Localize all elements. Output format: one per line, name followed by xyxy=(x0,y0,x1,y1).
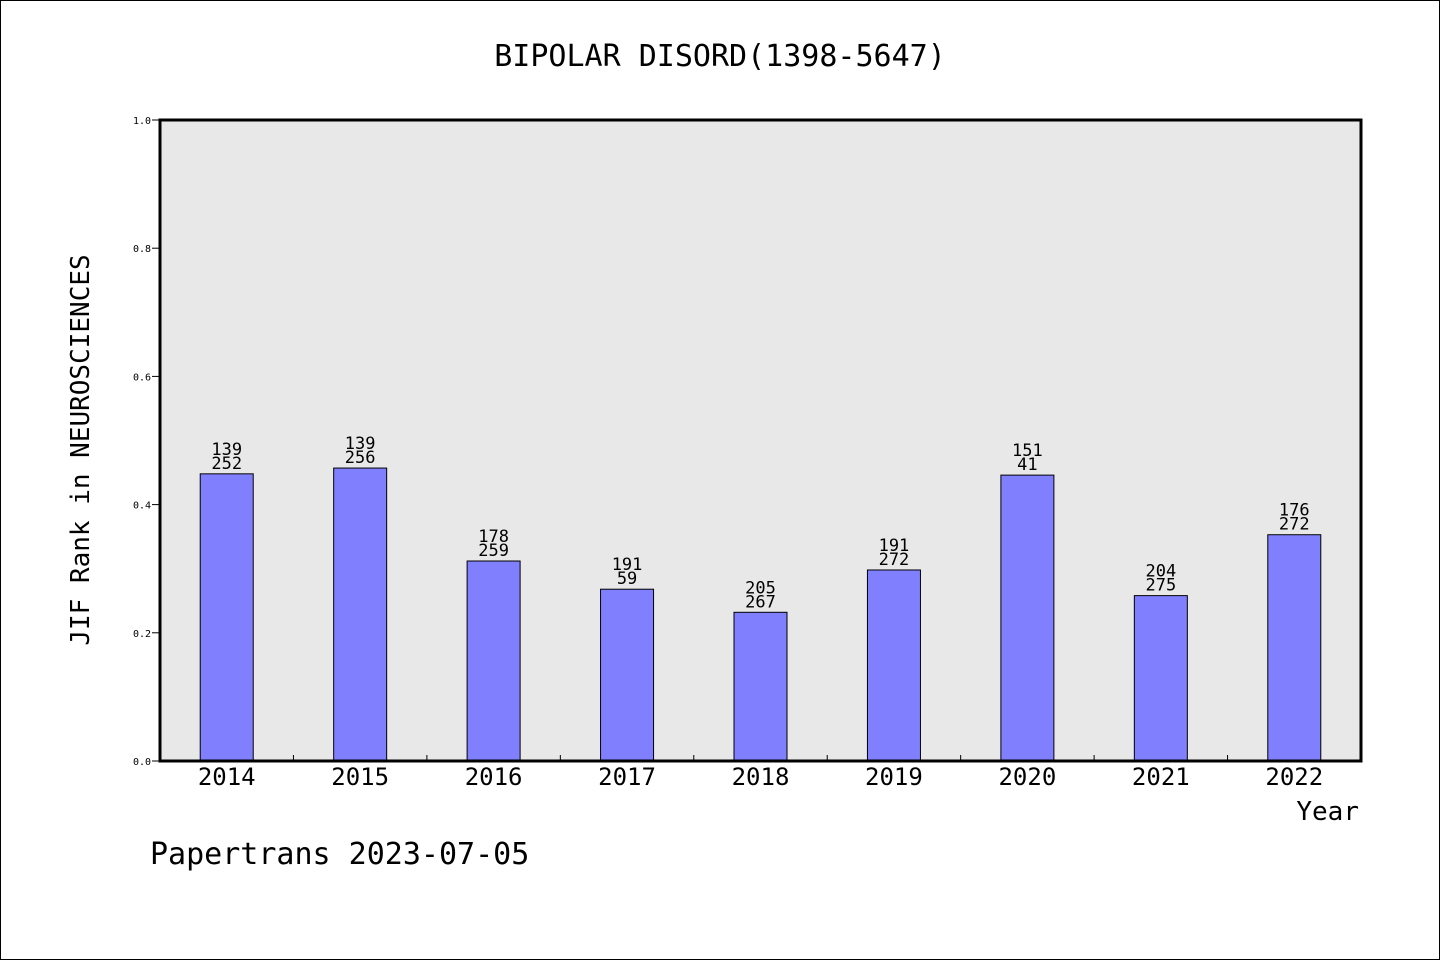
x-tick-label-2021: 2021 xyxy=(1132,763,1190,791)
bar-2015 xyxy=(333,467,388,762)
y-axis: 0.0 0.2 0.4 0.6 0.8 1.0 xyxy=(133,116,160,768)
x-axis-title: Year xyxy=(1296,797,1359,827)
total-label-2017: 59 xyxy=(617,569,637,589)
y-tick-label: 0.8 xyxy=(133,244,151,255)
bar-2020 xyxy=(1000,474,1055,762)
y-tick-label: 1.0 xyxy=(133,116,151,127)
total-label-2020: 41 xyxy=(1017,455,1037,475)
bar-2018 xyxy=(733,611,788,762)
rank-label-2014: 139 xyxy=(211,440,242,460)
y-tick-label: 0.6 xyxy=(133,372,151,383)
x-tick-label-2015: 2015 xyxy=(331,763,389,791)
y-tick-label: 0.2 xyxy=(133,629,151,640)
x-tick-label-2019: 2019 xyxy=(865,763,923,791)
bar-2021 xyxy=(1133,595,1188,762)
rank-label-2017: 191 xyxy=(612,555,643,575)
bar-2014 xyxy=(199,473,254,762)
rank-label-2020: 151 xyxy=(1012,441,1043,461)
total-label-2014: 252 xyxy=(211,454,242,474)
x-tick-label-2020: 2020 xyxy=(998,763,1056,791)
total-label-2022: 272 xyxy=(1279,515,1310,535)
rank-label-2016: 178 xyxy=(478,527,509,547)
plot-border xyxy=(158,118,1363,763)
x-tick-label-2016: 2016 xyxy=(465,763,523,791)
total-label-2015: 256 xyxy=(345,448,376,468)
rank-label-2019: 191 xyxy=(879,536,910,556)
bars-layer xyxy=(199,467,1322,762)
bar-2019 xyxy=(866,569,921,762)
x-tick-label-2014: 2014 xyxy=(198,763,256,791)
x-tick-label-2022: 2022 xyxy=(1265,763,1323,791)
chart-title: BIPOLAR DISORD(1398-5647) xyxy=(494,39,946,74)
total-label-2019: 272 xyxy=(879,550,910,570)
x-axis: 2014 2015 2016 2017 2018 2019 2020 2021 2022 xyxy=(198,755,1323,791)
rank-label-2015: 139 xyxy=(345,434,376,454)
bar-2016 xyxy=(466,560,521,762)
total-label-2021: 275 xyxy=(1145,576,1176,596)
total-label-2016: 259 xyxy=(478,541,509,561)
rank-label-2021: 204 xyxy=(1145,562,1176,582)
y-tick-label: 0.4 xyxy=(133,501,151,512)
rank-label-2018: 205 xyxy=(745,578,776,598)
x-tick-label-2018: 2018 xyxy=(732,763,790,791)
bar-2017 xyxy=(600,588,655,762)
total-label-2018: 267 xyxy=(745,592,776,612)
rank-label-2022: 176 xyxy=(1279,501,1310,521)
x-tick-label-2017: 2017 xyxy=(598,763,656,791)
y-tick-label: 0.0 xyxy=(133,757,151,768)
bar-2022 xyxy=(1267,534,1322,762)
y-axis-title: JIF Rank in NEUROSCIENCES xyxy=(66,254,96,645)
footer-credit: Papertrans 2023-07-05 xyxy=(150,837,529,872)
